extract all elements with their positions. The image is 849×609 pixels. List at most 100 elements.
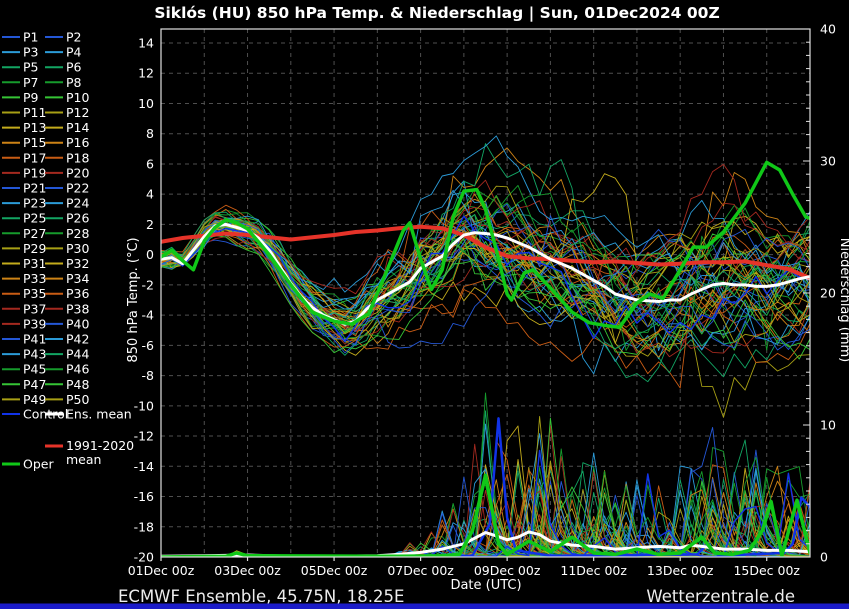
left-tick-label: -2	[142, 277, 154, 292]
series-lines	[161, 135, 810, 557]
left-tick-label: -12	[134, 429, 154, 444]
ens_mean_temp-line	[161, 222, 810, 326]
right-tick-label: 30	[820, 154, 836, 169]
legend-member-label: P11	[23, 105, 46, 120]
legend-member-label: P21	[23, 181, 46, 196]
legend-member-label: P12	[66, 105, 89, 120]
oper_temp-line	[161, 160, 810, 329]
legend-member-label: P45	[23, 362, 46, 377]
legend-member-label: P30	[66, 241, 89, 256]
right-tick-label: 10	[820, 418, 836, 433]
control-temp-line	[161, 215, 810, 343]
left-tick-label: 8	[146, 126, 154, 141]
right-tick-label: 0	[820, 550, 828, 565]
axis-tick-labels: 14 12 10 8 6 4 2 0 -2 -4 -6 -8 -10 -12 -14 -16 -18 -20 40 3…	[128, 22, 836, 579]
ensemble-member-temp-line	[161, 225, 810, 355]
left-tick-label: 6	[146, 156, 154, 171]
legend-member-label: P8	[66, 75, 82, 90]
x-tick-label: 09Dec 00z	[474, 563, 541, 578]
legend-member-label: P42	[66, 332, 89, 347]
legend-member-label: P16	[66, 135, 89, 150]
legend-member-label: P49	[23, 392, 46, 407]
legend-member-label: P39	[23, 316, 46, 331]
legend-member-label: P50	[66, 392, 89, 407]
ensemble-member-temp-line	[161, 225, 810, 357]
ensemble-member-precip-line	[161, 440, 810, 557]
legend-member-label: P23	[23, 196, 46, 211]
legend-member-label: P24	[66, 196, 89, 211]
legend-member-label: P48	[66, 377, 89, 392]
legend-member-label: P46	[66, 362, 89, 377]
left-tick-label: -10	[134, 398, 154, 413]
ensemble-member-temp-line	[161, 179, 810, 329]
legend-member-label: P34	[66, 271, 89, 286]
legend-member-label: P41	[23, 332, 46, 347]
left-tick-label: 10	[138, 96, 154, 111]
left-tick-label: 14	[138, 36, 154, 51]
axis-ticks	[160, 41, 810, 561]
left-tick-label: 4	[146, 187, 154, 202]
left-tick-label: -14	[134, 459, 154, 474]
x-axis-title: Date (UTC)	[450, 578, 521, 593]
footer-brand: Wetterzentrale.de	[646, 587, 795, 606]
legend-member-label: P7	[23, 75, 39, 90]
ensemble-member-temp-line	[161, 214, 810, 315]
legend-climate-label-line2: mean	[66, 452, 101, 467]
legend-member-label: P1	[23, 30, 39, 45]
x-tick-label: 07Dec 00z	[387, 563, 454, 578]
right-axis-title: Niederschlag (mm)	[837, 238, 849, 363]
legend-member-label: P33	[23, 271, 46, 286]
x-tick-label: 01Dec 00z	[128, 563, 195, 578]
legend-member-label: P40	[66, 316, 89, 331]
legend-member-label: P14	[66, 120, 89, 135]
ensemble-member-temp-line	[161, 233, 810, 354]
legend-member-label: P13	[23, 120, 46, 135]
left-tick-label: 2	[146, 217, 154, 232]
legend-member-label: P9	[23, 90, 39, 105]
left-tick-label: -8	[142, 368, 155, 383]
footer-attribution: ECMWF Ensemble, 45.75N, 18.25E	[118, 587, 404, 606]
legend-oper-label: Oper	[23, 457, 54, 472]
legend-member-label: P28	[66, 226, 89, 241]
left-tick-label: -4	[142, 308, 155, 323]
legend-member-label: P3	[23, 45, 39, 60]
left-tick-label: -16	[134, 489, 154, 504]
left-tick-label: 0	[146, 247, 154, 262]
legend-member-label: P19	[23, 165, 46, 180]
legend-member-label: P26	[66, 211, 89, 226]
x-tick-label: 13Dec 00z	[647, 563, 714, 578]
legend-member-label: P36	[66, 286, 89, 301]
ensemble-member-temp-line	[161, 226, 810, 346]
legend-member-label: P43	[23, 347, 46, 362]
legend-member-label: P15	[23, 135, 46, 150]
legend-member-label: P32	[66, 256, 89, 271]
legend-member-label: P37	[23, 301, 46, 316]
legend-member-label: P44	[66, 347, 89, 362]
left-tick-label: 12	[138, 66, 154, 81]
left-tick-label: -18	[134, 519, 154, 534]
legend-member-label: P27	[23, 226, 46, 241]
legend-member-label: P31	[23, 256, 46, 271]
legend-member-label: P38	[66, 301, 89, 316]
x-tick-label: 05Dec 00z	[301, 563, 368, 578]
legend-member-label: P4	[66, 45, 82, 60]
x-tick-label: 15Dec 00z	[733, 563, 800, 578]
legend-member-label: P17	[23, 150, 46, 165]
legend-member-label: P25	[23, 211, 46, 226]
climate_mean_temp-line	[161, 224, 810, 281]
x-tick-label: 03Dec 00z	[214, 563, 281, 578]
chart-title: Siklós (HU) 850 hPa Temp. & Niederschlag…	[154, 4, 719, 23]
legend-member-label: P5	[23, 60, 39, 75]
legend-member-label: P29	[23, 241, 46, 256]
legend-member-label: P18	[66, 150, 89, 165]
legend-member-label: P6	[66, 60, 82, 75]
legend-climate-label-line1: 1991-2020	[66, 438, 134, 453]
left-tick-label: -20	[134, 550, 154, 565]
legend-member-label: P20	[66, 165, 89, 180]
legend-member-label: P35	[23, 286, 46, 301]
right-tick-label: 40	[820, 22, 836, 37]
left-tick-label: -6	[142, 338, 155, 353]
